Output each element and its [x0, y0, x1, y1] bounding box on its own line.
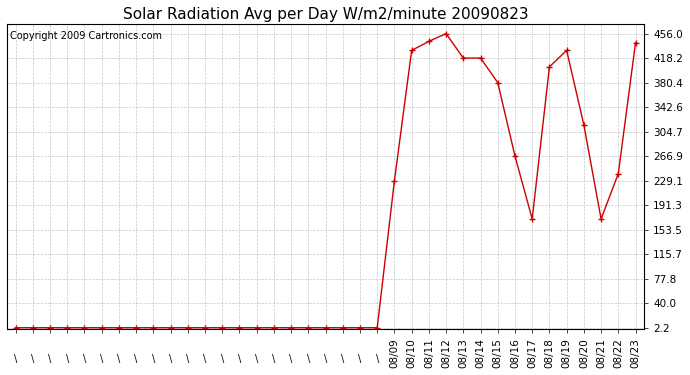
- Text: \: \: [273, 354, 275, 364]
- Text: \: \: [238, 354, 241, 364]
- Text: \: \: [221, 354, 224, 364]
- Text: \: \: [358, 354, 362, 364]
- Text: \: \: [375, 354, 379, 364]
- Text: \: \: [169, 354, 172, 364]
- Text: \: \: [83, 354, 86, 364]
- Title: Solar Radiation Avg per Day W/m2/minute 20090823: Solar Radiation Avg per Day W/m2/minute …: [123, 7, 529, 22]
- Text: \: \: [135, 354, 138, 364]
- Text: \: \: [14, 354, 17, 364]
- Text: \: \: [152, 354, 155, 364]
- Text: \: \: [306, 354, 310, 364]
- Text: \: \: [48, 354, 52, 364]
- Text: \: \: [341, 354, 344, 364]
- Text: \: \: [204, 354, 206, 364]
- Text: \: \: [290, 354, 293, 364]
- Text: \: \: [66, 354, 69, 364]
- Text: \: \: [31, 354, 34, 364]
- Text: \: \: [186, 354, 189, 364]
- Text: \: \: [255, 354, 258, 364]
- Text: \: \: [117, 354, 121, 364]
- Text: Copyright 2009 Cartronics.com: Copyright 2009 Cartronics.com: [10, 31, 162, 40]
- Text: \: \: [324, 354, 327, 364]
- Text: \: \: [100, 354, 104, 364]
